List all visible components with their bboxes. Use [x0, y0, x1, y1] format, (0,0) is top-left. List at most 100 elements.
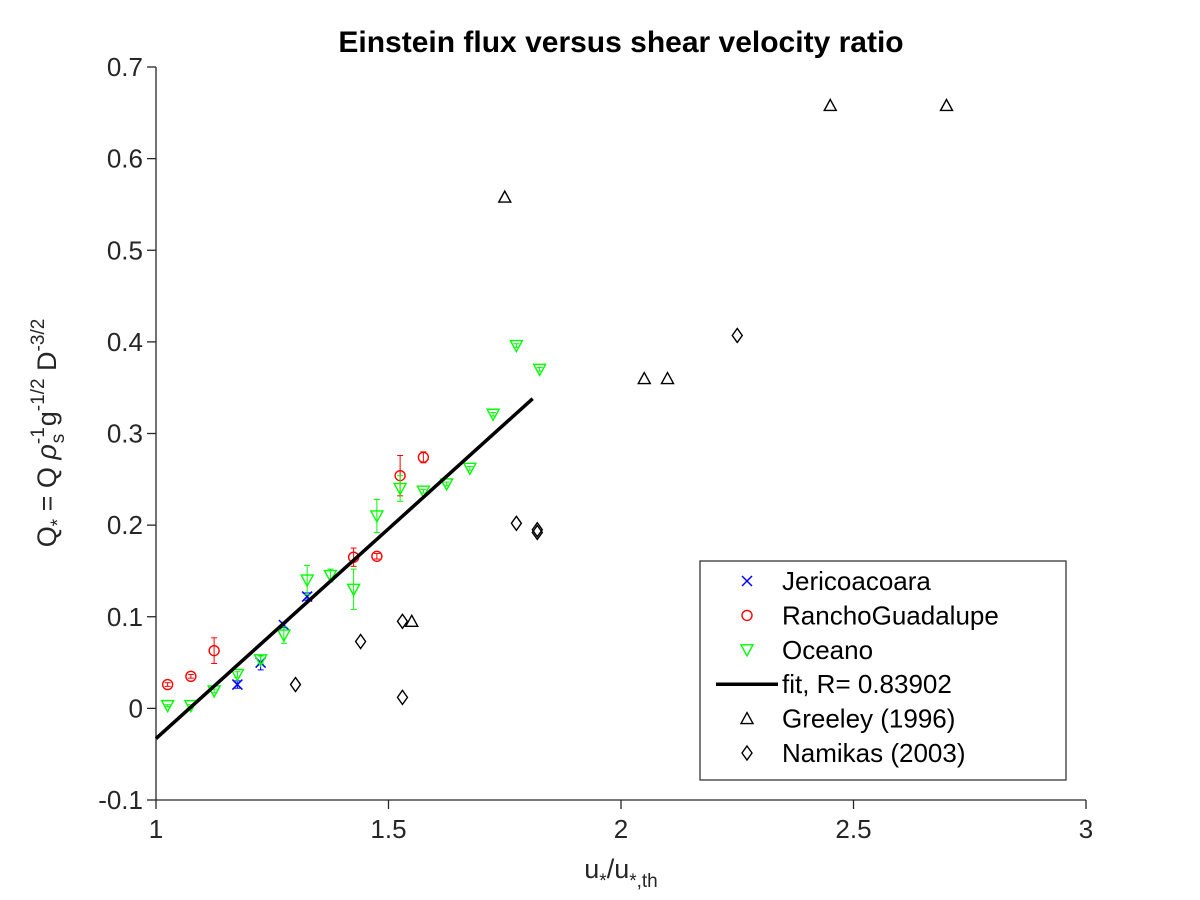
- y-axis-label-rho-sub: s: [48, 434, 69, 444]
- x-tick-label: 2.5: [835, 814, 871, 844]
- series-greeley-1996: [404, 98, 954, 628]
- data-point-stroke: [231, 679, 243, 691]
- data-point: [354, 633, 367, 650]
- y-tick-label: 0.3: [107, 419, 143, 449]
- data-point: [230, 668, 245, 682]
- data-point: [417, 451, 430, 464]
- data-point: [416, 485, 431, 499]
- y-tick-label: 0.6: [107, 144, 143, 174]
- y-tick-label: 0.2: [107, 510, 143, 540]
- data-series: [154, 98, 954, 740]
- data-point: [346, 583, 361, 597]
- y-tick-label: -0.1: [98, 785, 143, 815]
- legend-marker: [739, 711, 755, 725]
- legend-item: Jericoacoara: [741, 566, 931, 596]
- data-point: [185, 670, 197, 683]
- x-axis-label-sub1: *: [599, 871, 607, 892]
- data-point: [660, 371, 675, 385]
- axis-ticks: 1 1.5 2 2.5 3 -0.1 0 0.1 0.2 0.3 0.4 0.5 0.6 0.7: [98, 52, 1093, 844]
- error-bar: [304, 564, 311, 596]
- series-namikas-2003: [289, 327, 744, 706]
- error-bar: [350, 547, 357, 567]
- y-tick-label: 0.7: [107, 52, 143, 82]
- y-axis-label-eq: = Q: [32, 460, 62, 519]
- data-point: [510, 515, 523, 532]
- y-tick-label: 0: [129, 693, 143, 723]
- x-axis-label: u*/u*,th: [584, 854, 658, 892]
- legend-label: RanchoGuadalupe: [782, 600, 999, 630]
- error-bar: [164, 682, 171, 687]
- chart-title: Einstein flux versus shear velocity rati…: [338, 26, 903, 59]
- data-point: [823, 98, 838, 112]
- legend-item: Namikas (2003): [741, 738, 966, 768]
- error-bar: [350, 568, 357, 610]
- x-axis-label-slash: /u: [607, 854, 630, 884]
- data-point: [485, 408, 501, 422]
- error-bar: [373, 498, 380, 533]
- x-tick-label: 1: [149, 814, 163, 844]
- x-tick-label: 1.5: [370, 814, 406, 844]
- data-point: [637, 371, 652, 385]
- x-axis-label-base: u: [584, 854, 599, 884]
- data-point: [396, 689, 409, 706]
- legend-marker: [741, 609, 753, 622]
- data-point: [531, 524, 544, 541]
- legend-item: fit, R= 0.83902: [716, 669, 952, 699]
- data-point: [509, 339, 524, 354]
- y-axis-label-q: Q: [32, 526, 62, 547]
- data-point: [392, 482, 408, 496]
- x-tick-label: 3: [1079, 814, 1093, 844]
- legend-item: Oceano: [739, 635, 873, 665]
- x-tick-label: 2: [614, 814, 628, 844]
- fit-line: [154, 397, 534, 740]
- data-point: [323, 569, 338, 583]
- y-axis-label-g-sup: -1/2: [28, 378, 49, 411]
- legend-marker: [741, 744, 753, 762]
- legend-marker: [739, 644, 755, 658]
- error-bar: [187, 673, 194, 679]
- data-point: [208, 644, 220, 657]
- y-tick-label: 0.5: [107, 235, 143, 265]
- x-axis-label-sub2: *,th: [629, 871, 658, 892]
- y-axis-label: Q* = Q ρ-1s g-1/2 D-3/2: [28, 319, 69, 548]
- y-tick-label: 0.4: [107, 327, 143, 357]
- error-bar: [373, 553, 380, 560]
- y-axis-label-g: g: [32, 411, 62, 434]
- legend-label: Namikas (2003): [782, 738, 966, 768]
- y-axis-label-rho-sup: -1: [28, 427, 49, 444]
- data-point: [439, 478, 454, 492]
- data-point: [404, 613, 419, 628]
- legend-label: Jericoacoara: [782, 566, 931, 596]
- y-axis-label-d: D: [32, 351, 62, 378]
- data-point: [497, 189, 512, 203]
- series-fit-r-0-83902: [154, 397, 534, 740]
- data-point: [462, 462, 478, 476]
- y-tick-label: 0.1: [107, 602, 143, 632]
- data-point: [161, 678, 174, 691]
- data-point: [231, 679, 243, 691]
- legend-marker-stroke: [741, 575, 753, 587]
- error-bar: [397, 475, 404, 502]
- legend-label: Oceano: [782, 635, 873, 665]
- legend-item: Greeley (1996): [739, 704, 955, 734]
- legend: Jericoacoara RanchoGuadalupe Oceano fit, R=…: [699, 560, 1067, 781]
- error-bar: [211, 637, 218, 664]
- y-axis-label-d-sup: -3/2: [28, 319, 49, 352]
- data-point: [160, 699, 175, 714]
- data-point: [369, 510, 385, 524]
- data-point: [532, 363, 547, 377]
- data-point: [939, 98, 954, 112]
- legend-label: Greeley (1996): [782, 704, 955, 734]
- data-point-stroke: [301, 591, 313, 603]
- data-point: [299, 574, 315, 588]
- y-axis-label-q-sub: *: [48, 518, 69, 526]
- data-point: [731, 327, 744, 344]
- data-point: [396, 613, 409, 630]
- data-point: [531, 521, 544, 538]
- data-point: [276, 629, 292, 643]
- y-axis-label-rho: ρ: [32, 444, 62, 460]
- legend-marker: [741, 575, 753, 587]
- legend-label: fit, R= 0.83902: [782, 669, 952, 699]
